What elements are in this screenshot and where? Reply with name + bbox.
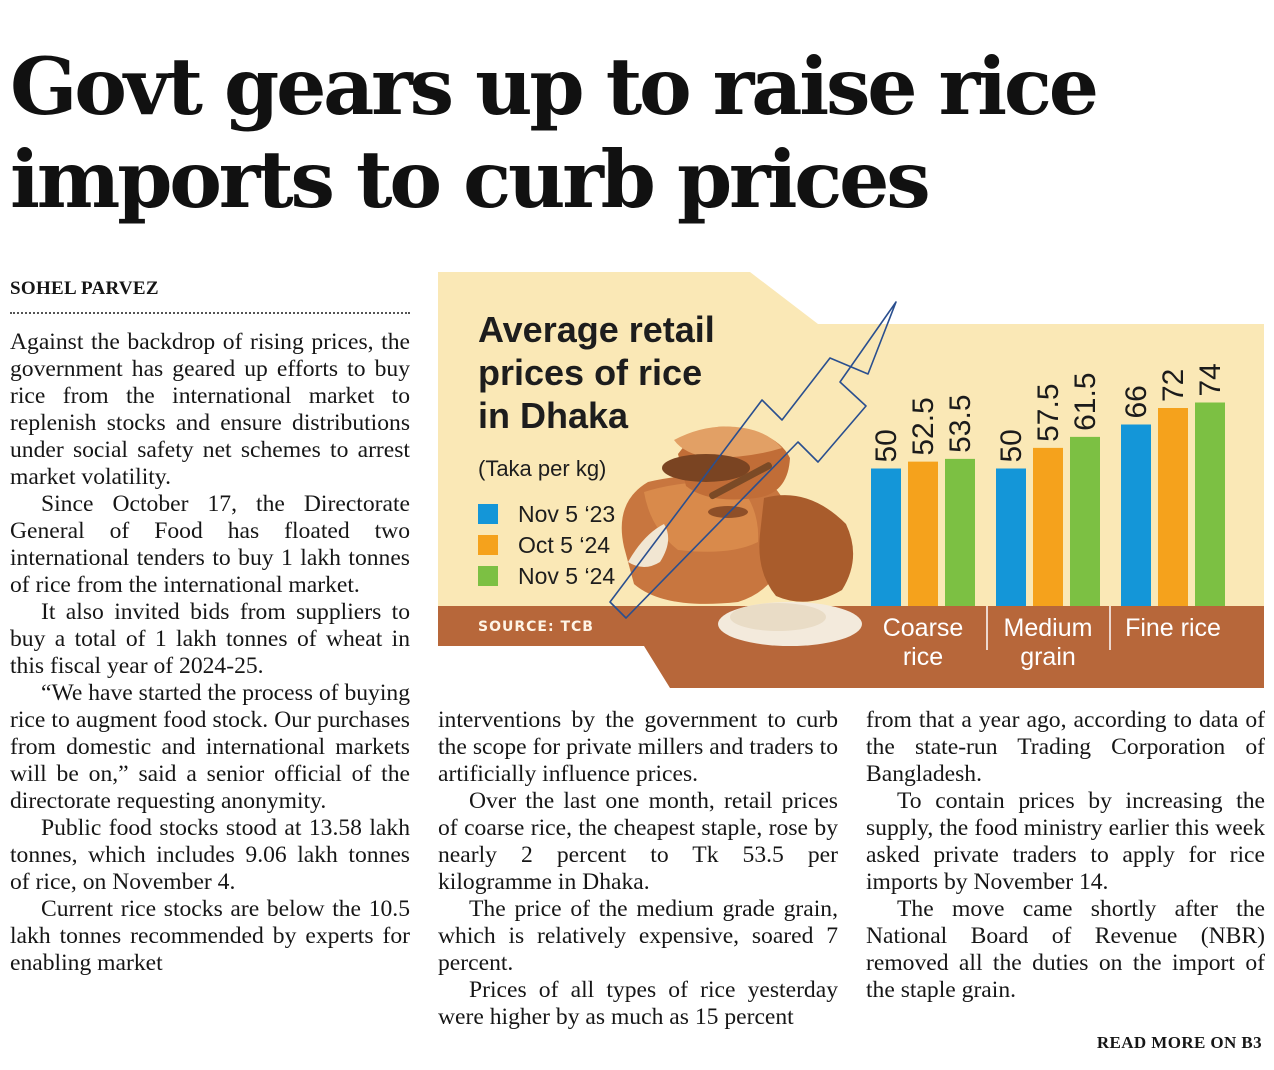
chart-title-line-3: in Dhaka [478, 395, 629, 436]
paragraph: Over the last one month, retail prices o… [438, 788, 838, 895]
rice-price-chart: Average retail prices of rice in Dhaka (… [438, 272, 1264, 688]
legend-label-nov-2023: Nov 5 ‘23 [518, 501, 615, 527]
byline: SOHEL PARVEZ [10, 278, 159, 299]
paragraph: from that a year ago, according to data … [866, 707, 1265, 787]
value-label-coarse-rice-oct-5-24: 52.5 [907, 397, 940, 455]
chart-title-line-1: Average retail [478, 309, 715, 350]
paragraph: The price of the medium grade grain, whi… [438, 896, 838, 976]
bar-fine-rice-nov-5-23 [1121, 424, 1151, 606]
legend-swatch-oct-2024 [478, 535, 498, 555]
rice-price-infographic: Average retail prices of rice in Dhaka (… [438, 272, 1264, 688]
byline-divider [10, 312, 410, 314]
legend-swatch-nov-2023 [478, 504, 498, 524]
paragraph: The move came shortly after the National… [866, 896, 1265, 1003]
paragraph: Since October 17, the Directorate Genera… [10, 491, 410, 598]
category-label-medium-grain: grain [1020, 643, 1076, 671]
paragraph: It also invited bids from suppliers to b… [10, 599, 410, 679]
bar-coarse-rice-oct-5-24 [908, 461, 938, 606]
bar-medium-grain-oct-5-24 [1033, 447, 1063, 606]
paragraph: To contain prices by increasing the supp… [866, 788, 1265, 895]
category-label-coarse-rice: Coarse [883, 614, 964, 642]
article-column-3: from that a year ago, according to data … [866, 707, 1265, 1004]
paragraph: Current rice stocks are below the 10.5 l… [10, 896, 410, 976]
paragraph: Against the backdrop of rising prices, t… [10, 329, 410, 490]
chart-base-band [438, 606, 1264, 688]
chart-source: SOURCE: TCB [478, 619, 594, 635]
bar-medium-grain-nov-5-24 [1070, 436, 1100, 606]
rice-sack-illustration [621, 426, 862, 646]
headline-line-1: Govt gears up to raise rice [10, 40, 1099, 133]
bar-coarse-rice-nov-5-23 [871, 468, 901, 606]
legend-label-nov-2024: Nov 5 ‘24 [518, 563, 615, 589]
value-label-fine-rice-nov-5-24: 74 [1194, 363, 1227, 396]
value-label-coarse-rice-nov-5-23: 50 [870, 429, 903, 462]
bar-coarse-rice-nov-5-24 [945, 458, 975, 606]
legend-swatch-nov-2024 [478, 566, 498, 586]
category-label-coarse-rice: rice [903, 643, 943, 671]
value-label-medium-grain-nov-5-24: 61.5 [1069, 372, 1102, 430]
headline: Govt gears up to raise rice imports to c… [10, 40, 1270, 226]
category-label-fine-rice: Fine rice [1125, 614, 1221, 642]
read-more-link[interactable]: READ MORE ON B3 [1096, 1033, 1262, 1052]
paragraph: interventions by the government to curb … [438, 707, 838, 787]
value-label-medium-grain-nov-5-23: 50 [995, 429, 1028, 462]
legend-label-oct-2024: Oct 5 ‘24 [518, 532, 610, 558]
bar-fine-rice-oct-5-24 [1158, 408, 1188, 606]
article-column-1: Against the backdrop of rising prices, t… [10, 329, 410, 977]
chart-title-line-2: prices of rice [478, 352, 702, 393]
value-label-medium-grain-oct-5-24: 57.5 [1032, 383, 1065, 441]
paragraph: Public food stocks stood at 13.58 lakh t… [10, 815, 410, 895]
article-column-2: interventions by the government to curb … [438, 707, 838, 1031]
value-label-coarse-rice-nov-5-24: 53.5 [944, 394, 977, 452]
paragraph: Prices of all types of rice yesterday we… [438, 977, 838, 1030]
value-label-fine-rice-nov-5-23: 66 [1120, 385, 1153, 418]
bar-medium-grain-nov-5-23 [996, 468, 1026, 606]
bar-fine-rice-nov-5-24 [1195, 402, 1225, 606]
chart-subtitle: (Taka per kg) [478, 456, 606, 481]
headline-line-2: imports to curb prices [10, 133, 931, 226]
category-label-medium-grain: Medium [1004, 614, 1093, 642]
value-label-fine-rice-oct-5-24: 72 [1157, 369, 1190, 402]
trend-arrow-icon [609, 301, 897, 619]
paragraph: “We have started the process of buying r… [10, 680, 410, 814]
